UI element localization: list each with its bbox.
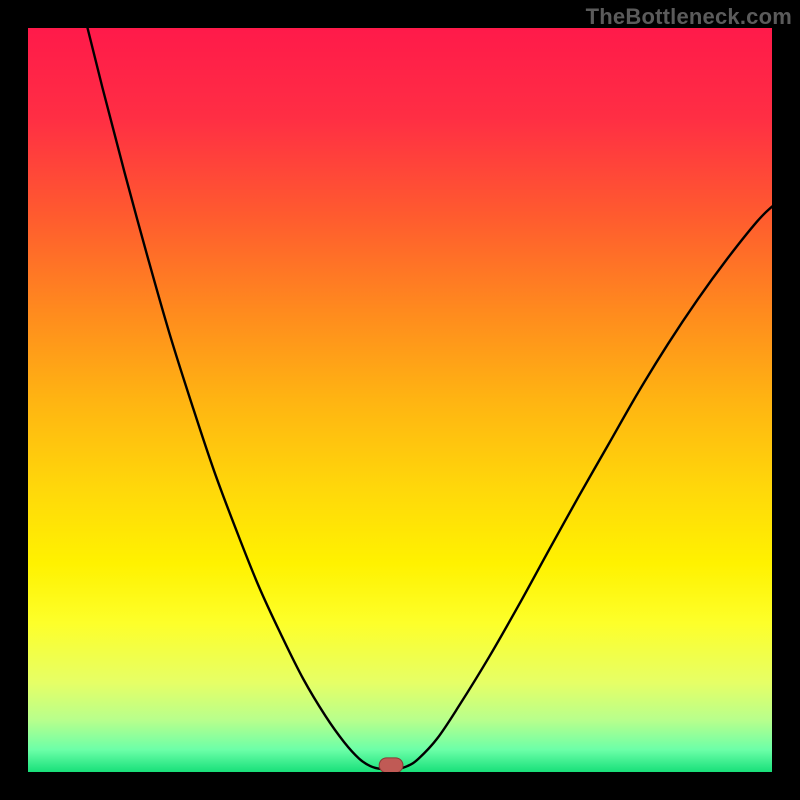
bottleneck-curve-chart [0,0,800,800]
chart-container: TheBottleneck.com [0,0,800,800]
plot-gradient-background [28,28,772,772]
watermark-text: TheBottleneck.com [586,4,792,30]
optimum-marker [379,758,403,773]
